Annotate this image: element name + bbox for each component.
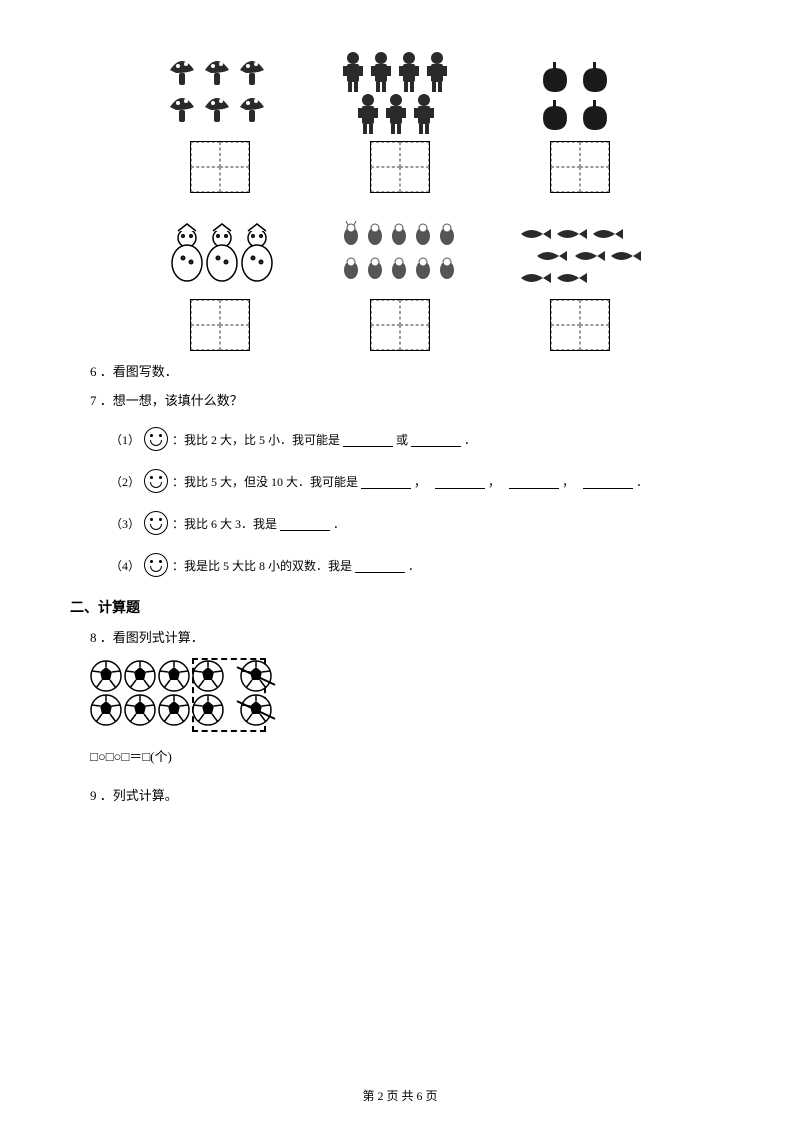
sep: ， bbox=[414, 473, 426, 490]
smiley-icon bbox=[144, 427, 168, 451]
ball-row-1 bbox=[90, 660, 710, 692]
fish-picture bbox=[515, 218, 645, 293]
q7-1-tail: ． bbox=[464, 431, 476, 448]
write-box[interactable] bbox=[370, 299, 430, 351]
sep: ， bbox=[562, 473, 574, 490]
smiley-icon bbox=[144, 511, 168, 535]
q7-sub-2: （2） ：我比 5 大，但没 10 大．我可能是 ， ， ， ． bbox=[110, 469, 710, 493]
mushroom-picture bbox=[155, 50, 285, 135]
q7-3-tail: ． bbox=[333, 515, 345, 532]
q7-2-idx: （2） bbox=[110, 473, 140, 490]
q7-sub-4: （4） ：我是比 5 大比 8 小的双数．我是 ． bbox=[110, 553, 710, 577]
counting-item-mushrooms bbox=[155, 50, 285, 193]
question-6: 6 ．看图写数． bbox=[90, 361, 710, 380]
write-box[interactable] bbox=[190, 141, 250, 193]
counting-item-apples bbox=[515, 50, 645, 193]
blank-input[interactable] bbox=[435, 474, 485, 489]
blank-input[interactable] bbox=[509, 474, 559, 489]
q7-2-tail: ． bbox=[636, 473, 648, 490]
counting-row-1 bbox=[90, 50, 710, 193]
clown-picture bbox=[155, 218, 285, 293]
page-footer: 第 2 页 共 6 页 bbox=[0, 1087, 800, 1104]
blank-input[interactable] bbox=[411, 432, 461, 447]
soccer-ball-icon bbox=[124, 694, 156, 726]
soccer-ball-icon bbox=[124, 660, 156, 692]
q7-2-text: ：我比 5 大，但没 10 大．我可能是 bbox=[172, 473, 358, 490]
q7-3-idx: （3） bbox=[110, 515, 140, 532]
counting-item-fish bbox=[515, 218, 645, 351]
q7-1-idx: （1） bbox=[110, 431, 140, 448]
counting-item-bees bbox=[335, 218, 465, 351]
q7-sub-3: （3） ：我比 6 大 3．我是 ． bbox=[110, 511, 710, 535]
q7-sub-1: （1） ：我比 2 大，比 5 小．我可能是 或 ． bbox=[110, 427, 710, 451]
blank-input[interactable] bbox=[343, 432, 393, 447]
blank-input[interactable] bbox=[361, 474, 411, 489]
q7-3-text: ：我比 6 大 3．我是 bbox=[172, 515, 277, 532]
q7-4-text: ：我是比 5 大比 8 小的双数．我是 bbox=[172, 557, 352, 574]
q7-1-text: ：我比 2 大，比 5 小．我可能是 bbox=[172, 431, 340, 448]
write-box[interactable] bbox=[550, 141, 610, 193]
blank-input[interactable] bbox=[280, 516, 330, 531]
write-box[interactable] bbox=[550, 299, 610, 351]
question-8-title: 8 ．看图列式计算． bbox=[90, 627, 710, 646]
soccer-ball-icon bbox=[192, 660, 224, 692]
q7-4-idx: （4） bbox=[110, 557, 140, 574]
soccer-ball-crossed-icon bbox=[240, 694, 272, 726]
counting-item-children bbox=[335, 50, 465, 193]
children-picture bbox=[335, 50, 465, 135]
smiley-icon bbox=[144, 469, 168, 493]
question-9: 9 ．列式计算。 bbox=[90, 785, 710, 804]
q8-equation: □○□○□＝□(个) bbox=[90, 746, 710, 765]
blank-input[interactable] bbox=[355, 558, 405, 573]
counting-row-2 bbox=[90, 218, 710, 351]
sep: ， bbox=[488, 473, 500, 490]
soccer-ball-icon bbox=[90, 694, 122, 726]
counting-item-clowns bbox=[155, 218, 285, 351]
q7-4-tail: ． bbox=[408, 557, 420, 574]
smiley-icon bbox=[144, 553, 168, 577]
bee-picture bbox=[335, 218, 465, 293]
section-2-title: 二、计算题 bbox=[70, 597, 710, 617]
blank-input[interactable] bbox=[583, 474, 633, 489]
write-box[interactable] bbox=[370, 141, 430, 193]
write-box[interactable] bbox=[190, 299, 250, 351]
q7-1-sep: 或 bbox=[396, 431, 408, 448]
question-7-title: 7 ．想一想，该填什么数？ bbox=[90, 390, 710, 409]
soccer-ball-crossed-icon bbox=[240, 660, 272, 692]
soccer-balls-figure bbox=[90, 660, 710, 726]
soccer-ball-icon bbox=[192, 694, 224, 726]
ball-row-2 bbox=[90, 694, 710, 726]
apple-picture bbox=[515, 50, 645, 135]
soccer-ball-icon bbox=[90, 660, 122, 692]
soccer-ball-icon bbox=[158, 694, 190, 726]
soccer-ball-icon bbox=[158, 660, 190, 692]
